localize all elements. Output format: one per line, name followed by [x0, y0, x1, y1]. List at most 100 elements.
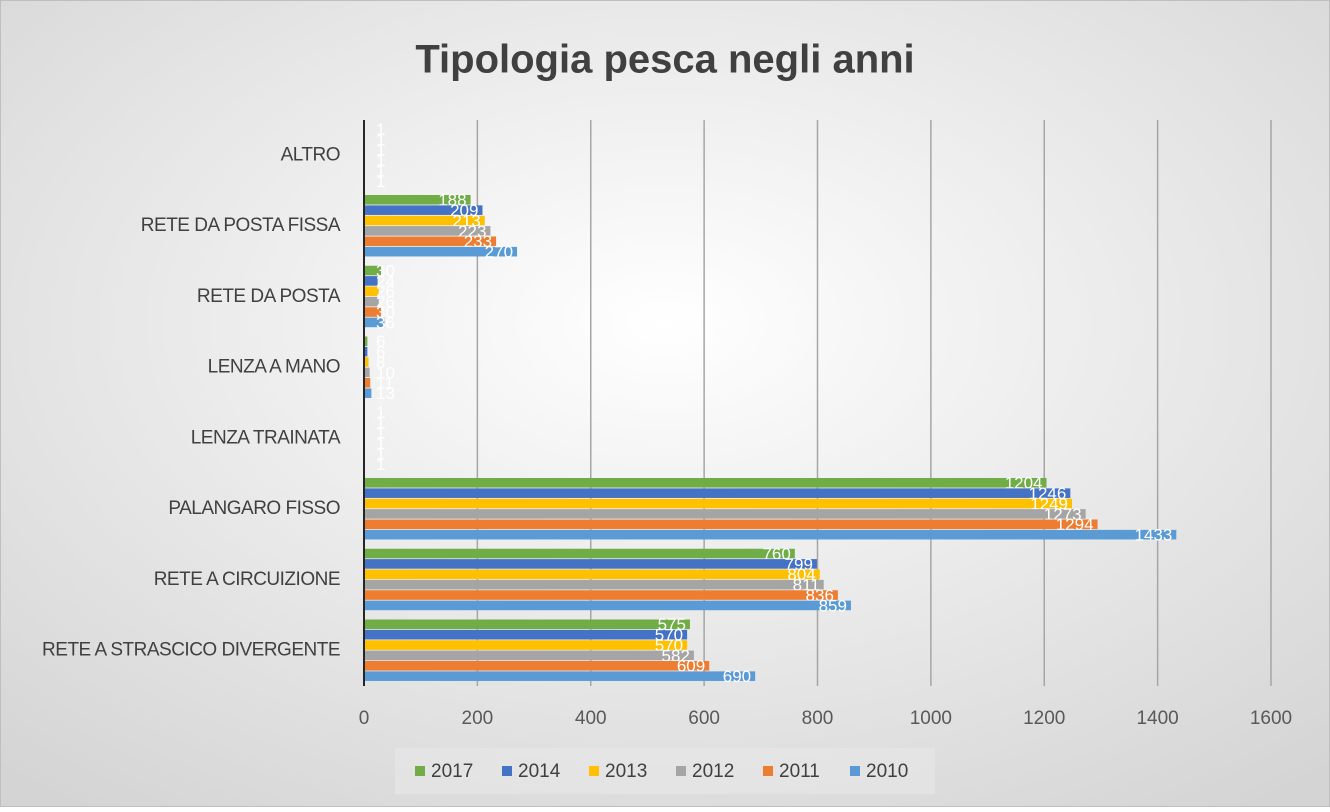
- data-label: 859: [819, 596, 847, 615]
- x-tick-label: 0: [359, 708, 370, 729]
- data-label: 1: [376, 130, 385, 149]
- y-tick-label: LENZA TRAINATA: [191, 427, 341, 448]
- bar: [364, 629, 688, 640]
- data-label: 188: [438, 191, 466, 210]
- data-label: 1246: [1028, 484, 1066, 503]
- bar: [364, 671, 756, 681]
- legend-swatch: [589, 766, 599, 776]
- bar: [364, 357, 369, 367]
- bar: [364, 498, 1073, 509]
- bar: [364, 265, 382, 276]
- data-label: 1: [376, 444, 385, 463]
- y-tick-label: ALTRO: [281, 144, 340, 165]
- data-label: 270: [485, 243, 513, 262]
- y-tick-label: RETE DA POSTA: [197, 286, 341, 307]
- data-label: 575: [658, 615, 686, 634]
- bar: [364, 336, 368, 347]
- data-label: 760: [762, 544, 790, 563]
- data-label: 1: [376, 434, 385, 453]
- bar: [364, 276, 378, 286]
- bar: [364, 600, 851, 611]
- y-tick-label: RETE A STRASCICO DIVERGENTE: [42, 640, 340, 661]
- bar: [364, 559, 817, 569]
- x-tick-label: 1600: [1250, 708, 1292, 729]
- bar: [364, 367, 370, 378]
- legend-label: 2017: [431, 761, 473, 782]
- legend-swatch: [676, 766, 686, 776]
- x-tick-label: 1000: [910, 708, 952, 729]
- data-label: 1: [376, 151, 385, 170]
- chart-title: Tipologia pesca negli anni: [415, 38, 914, 82]
- data-label: 811: [793, 576, 820, 595]
- data-label: 11: [376, 374, 394, 393]
- bar: [364, 286, 379, 297]
- legend-swatch: [415, 766, 425, 776]
- data-label: 233: [464, 232, 492, 251]
- data-label: 804: [787, 565, 815, 584]
- data-label: 609: [677, 657, 705, 676]
- bar: [364, 296, 379, 307]
- bar: [364, 529, 1177, 540]
- data-label: 8: [376, 353, 385, 372]
- bar: [364, 215, 485, 226]
- data-label: 213: [452, 211, 480, 230]
- x-tick-label: 1400: [1136, 708, 1178, 729]
- data-label: 13: [376, 384, 395, 403]
- data-label: 26: [376, 293, 395, 312]
- data-label: 1: [376, 424, 385, 443]
- data-label: 36: [376, 313, 395, 332]
- legend-swatch: [502, 766, 512, 776]
- data-label: 1: [376, 413, 385, 432]
- data-label: 1: [376, 161, 385, 180]
- bar: [364, 579, 824, 590]
- data-label: 836: [806, 586, 834, 605]
- data-label: 582: [662, 646, 690, 665]
- bar: [364, 488, 1071, 498]
- legend-label: 2014: [518, 761, 561, 782]
- bar: [364, 590, 838, 600]
- bar: [364, 619, 690, 630]
- data-label: 30: [376, 303, 395, 322]
- data-label: 209: [450, 201, 478, 220]
- data-label: 799: [785, 555, 813, 574]
- legend-label: 2011: [779, 761, 820, 782]
- bar: [364, 194, 471, 205]
- data-label: 1: [376, 141, 385, 160]
- data-label: 1: [376, 120, 385, 139]
- y-tick-label: RETE A CIRCUIZIONE: [154, 569, 340, 590]
- data-label: 1: [376, 403, 385, 422]
- bar: [364, 548, 795, 559]
- bar: [364, 236, 497, 247]
- data-label: 1204: [1005, 474, 1043, 493]
- bar: [364, 378, 371, 388]
- data-label: 6: [376, 343, 385, 362]
- data-label: 1273: [1044, 505, 1082, 524]
- bar: [364, 246, 518, 257]
- data-label: 26: [376, 282, 395, 301]
- data-label: 570: [655, 636, 683, 655]
- legend-label: 2010: [866, 761, 908, 782]
- data-label: 223: [458, 222, 486, 241]
- legend-swatch: [763, 766, 773, 776]
- data-label: 6: [376, 332, 385, 351]
- legend-box: [395, 748, 935, 794]
- bar: [364, 346, 368, 357]
- x-tick-label: 200: [462, 708, 494, 729]
- bar: [364, 569, 820, 580]
- legend-label: 2012: [692, 761, 734, 782]
- bar: [364, 205, 483, 215]
- bar: [364, 519, 1098, 530]
- bar: [364, 661, 710, 671]
- x-tick-label: 1200: [1023, 708, 1065, 729]
- x-tick-label: 600: [688, 708, 720, 729]
- data-label: 10: [376, 363, 395, 382]
- y-tick-label: PALANGARO FISSO: [168, 498, 340, 519]
- data-label: 570: [655, 626, 683, 645]
- bar: [364, 477, 1047, 488]
- data-label: 24: [376, 272, 395, 291]
- y-tick-label: RETE DA POSTA FISSA: [141, 215, 341, 236]
- data-label: 1294: [1056, 515, 1094, 534]
